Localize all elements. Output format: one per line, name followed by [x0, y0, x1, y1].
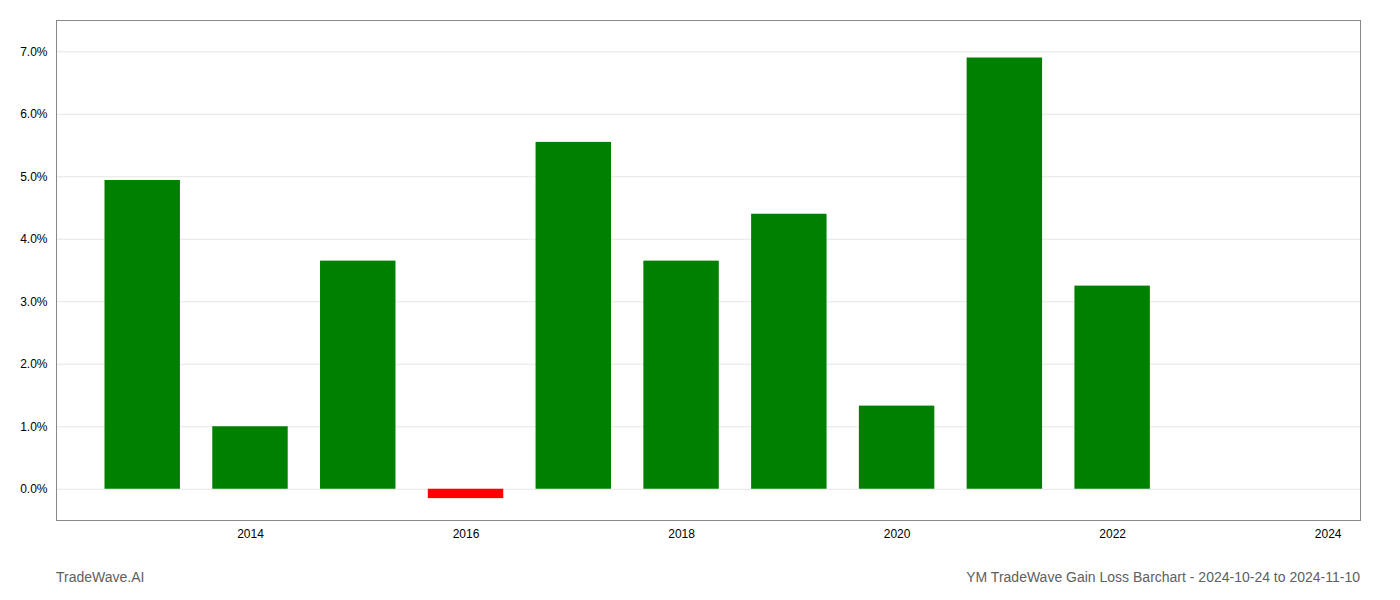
svg-text:5.0%: 5.0% — [20, 170, 48, 184]
svg-text:2018: 2018 — [668, 527, 695, 541]
svg-text:2024: 2024 — [1315, 527, 1342, 541]
svg-text:2016: 2016 — [453, 527, 480, 541]
svg-text:6.0%: 6.0% — [20, 107, 48, 121]
html-text:YM TradeWave Gain Loss Barchar: YM TradeWave Gain Loss Barchart - 2024-1… — [966, 569, 1360, 585]
svg-text:2.0%: 2.0% — [20, 357, 48, 371]
svg-text:2014: 2014 — [237, 527, 264, 541]
svg-text:2022: 2022 — [1099, 527, 1126, 541]
svg-text:4.0%: 4.0% — [20, 232, 48, 246]
svg-text:0.0%: 0.0% — [20, 482, 48, 496]
html-text:TradeWave.AI: TradeWave.AI — [56, 569, 145, 585]
svg-text:2020: 2020 — [884, 527, 911, 541]
svg-text:7.0%: 7.0% — [20, 45, 48, 59]
svg-text:3.0%: 3.0% — [20, 295, 48, 309]
svg-text:1.0%: 1.0% — [20, 420, 48, 434]
